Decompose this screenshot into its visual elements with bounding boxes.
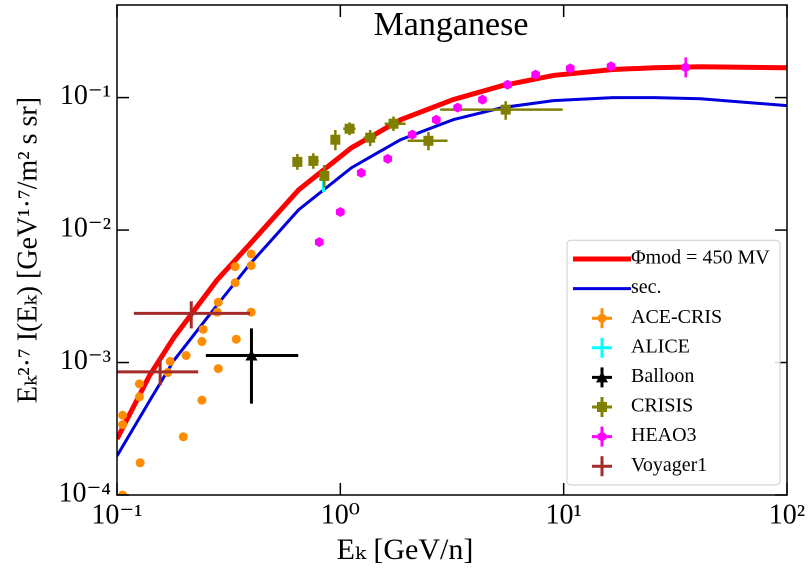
plot-frame [116,4,788,496]
legend: Φmod = 450 MV sec. ACE-CRIS ALICE Balloon CRI… [566,239,781,486]
point [198,324,208,334]
point [189,311,193,315]
point [503,79,512,90]
y-tick-label: 10⁻³ [60,345,111,376]
chart-title: Manganese [374,6,529,43]
point [134,379,144,389]
point [246,249,256,259]
point [118,420,128,430]
line [117,96,787,457]
point [246,261,256,271]
legend-label: ACE-CRIS [631,306,722,328]
legend-label: CRISIS [631,395,693,417]
legend-label: ALICE [631,335,690,357]
point [383,153,393,164]
legend-label: HEAO3 [631,424,697,446]
point [197,337,207,347]
y-axis-label: Eₖ²·⁷ I(Eₖ) [GeV¹·⁷/m² s sr] [12,97,43,403]
point [308,155,319,166]
legend-label: Balloon [631,365,694,387]
point [478,94,487,105]
point [356,167,366,178]
point [292,156,303,167]
x-tick-label: 10² [769,499,805,530]
point [230,278,240,288]
legend-label: sec. [631,276,662,298]
point [407,129,417,140]
x-tick-label: 10⁻¹ [91,499,142,530]
point [344,123,355,134]
point [118,490,128,495]
point [231,334,241,344]
point [135,458,145,468]
point [597,402,607,412]
x-tick-label: 10⁰ [321,499,360,530]
y-tick-label: 10⁻² [60,212,111,243]
y-tick-label: 10⁻⁴ [58,477,111,508]
point [165,356,175,366]
legend-box [566,239,781,486]
point [565,63,575,74]
point [213,297,223,307]
x-axis-label: Eₖ [GeV/n] [337,533,474,566]
point [365,132,376,143]
point [245,349,258,361]
line [117,64,787,441]
plot-area [117,57,787,495]
point [230,262,240,272]
point [431,114,441,125]
point [606,61,616,72]
legend-label: Voyager1 [631,454,707,476]
point [197,395,207,405]
y-tick-label: 10⁻¹ [60,80,111,111]
point [453,102,462,113]
point [531,69,540,80]
point [213,364,223,374]
point [597,431,607,442]
point [178,432,188,442]
point [158,370,162,374]
point [319,170,330,181]
point [118,410,128,420]
x-tick-label: 10¹ [545,499,581,530]
point [388,118,399,129]
legend-label: Φmod = 450 MV [631,247,770,269]
point [336,206,345,217]
point [681,62,691,73]
point [314,237,324,248]
point [134,392,144,402]
point [596,371,608,383]
point [597,313,607,323]
point [500,104,511,115]
point [330,134,341,145]
point [181,350,191,360]
point [423,135,434,146]
